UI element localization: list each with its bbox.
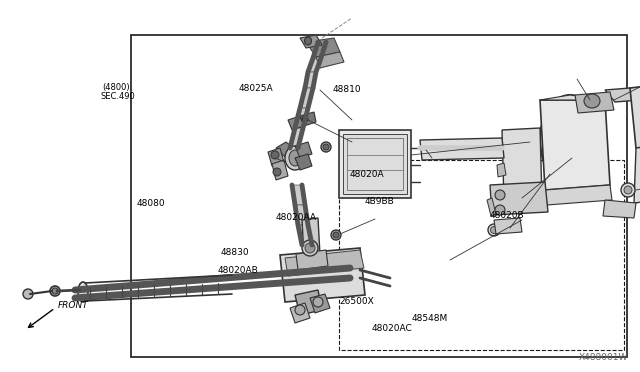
- Polygon shape: [540, 100, 610, 190]
- Polygon shape: [288, 116, 304, 130]
- Text: X488001W: X488001W: [579, 353, 628, 362]
- Polygon shape: [302, 218, 320, 257]
- Bar: [347, 138, 403, 190]
- Ellipse shape: [50, 286, 60, 296]
- Polygon shape: [308, 58, 321, 72]
- Polygon shape: [487, 198, 496, 216]
- Text: 48020A: 48020A: [349, 170, 384, 179]
- Polygon shape: [313, 42, 326, 58]
- Ellipse shape: [305, 37, 312, 45]
- Ellipse shape: [490, 227, 497, 234]
- Text: 48020AB: 48020AB: [218, 266, 259, 275]
- Polygon shape: [280, 248, 365, 302]
- Ellipse shape: [495, 205, 505, 215]
- Ellipse shape: [305, 243, 315, 253]
- Polygon shape: [285, 250, 364, 276]
- Ellipse shape: [556, 118, 584, 162]
- Ellipse shape: [540, 95, 600, 185]
- Ellipse shape: [289, 150, 301, 166]
- Text: 48020AA: 48020AA: [275, 213, 316, 222]
- Polygon shape: [298, 225, 312, 245]
- Polygon shape: [290, 303, 310, 323]
- Ellipse shape: [563, 129, 577, 151]
- Ellipse shape: [271, 151, 279, 159]
- Text: 48020B: 48020B: [490, 211, 524, 219]
- Polygon shape: [420, 138, 504, 160]
- Bar: [343, 134, 407, 194]
- Polygon shape: [295, 142, 312, 158]
- Polygon shape: [296, 250, 328, 270]
- Ellipse shape: [333, 232, 339, 238]
- Polygon shape: [295, 154, 312, 170]
- Polygon shape: [540, 95, 605, 100]
- Text: 4B9BB: 4B9BB: [365, 198, 394, 206]
- Ellipse shape: [273, 168, 281, 176]
- Ellipse shape: [52, 288, 58, 294]
- Polygon shape: [290, 128, 303, 148]
- Ellipse shape: [321, 142, 331, 152]
- Text: 48080: 48080: [136, 199, 165, 208]
- Text: FRONT: FRONT: [58, 301, 89, 311]
- Bar: [339, 130, 411, 198]
- Ellipse shape: [78, 282, 88, 302]
- Bar: [339, 160, 624, 350]
- Ellipse shape: [285, 146, 305, 170]
- Polygon shape: [630, 85, 640, 148]
- Polygon shape: [545, 185, 612, 205]
- Polygon shape: [295, 205, 308, 225]
- Polygon shape: [300, 35, 322, 48]
- Ellipse shape: [624, 186, 632, 194]
- Ellipse shape: [313, 297, 323, 307]
- Bar: [131, 35, 627, 357]
- Ellipse shape: [302, 116, 308, 122]
- Ellipse shape: [302, 240, 318, 256]
- Text: SEC.490: SEC.490: [100, 92, 135, 101]
- Polygon shape: [295, 290, 322, 315]
- Text: 48810: 48810: [333, 85, 362, 94]
- Polygon shape: [300, 88, 313, 108]
- Ellipse shape: [548, 105, 592, 175]
- Polygon shape: [300, 112, 316, 126]
- Ellipse shape: [621, 183, 635, 197]
- Polygon shape: [316, 52, 344, 68]
- Ellipse shape: [323, 144, 329, 150]
- Text: 48830: 48830: [221, 248, 250, 257]
- Text: 48025A: 48025A: [239, 84, 273, 93]
- Text: 26500X: 26500X: [339, 297, 374, 306]
- Text: 48548M: 48548M: [412, 314, 448, 323]
- Polygon shape: [272, 160, 288, 180]
- Ellipse shape: [488, 224, 500, 236]
- Ellipse shape: [495, 190, 505, 200]
- Polygon shape: [575, 92, 614, 113]
- Polygon shape: [497, 163, 506, 177]
- Text: 48020AC: 48020AC: [371, 324, 412, 333]
- Polygon shape: [295, 108, 308, 128]
- Text: (4800): (4800): [102, 83, 130, 92]
- Polygon shape: [268, 148, 284, 166]
- Polygon shape: [292, 185, 305, 205]
- Ellipse shape: [295, 305, 305, 315]
- Polygon shape: [490, 182, 548, 215]
- Polygon shape: [310, 294, 330, 313]
- Polygon shape: [305, 72, 316, 88]
- Ellipse shape: [331, 230, 341, 240]
- Polygon shape: [494, 218, 522, 234]
- Polygon shape: [634, 145, 640, 203]
- Polygon shape: [605, 88, 640, 102]
- Polygon shape: [502, 128, 542, 202]
- Polygon shape: [603, 200, 636, 218]
- Ellipse shape: [23, 289, 33, 299]
- Ellipse shape: [584, 94, 600, 108]
- Polygon shape: [306, 38, 340, 57]
- Polygon shape: [276, 142, 296, 158]
